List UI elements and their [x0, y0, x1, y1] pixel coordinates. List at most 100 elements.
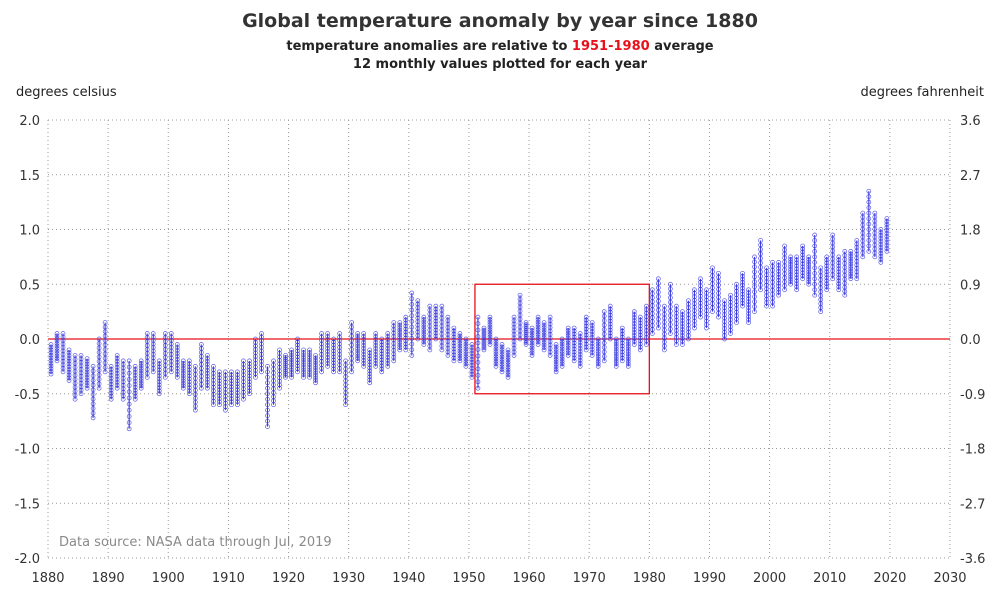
- y-right-tick-label: 3.6: [960, 114, 981, 129]
- monthly-point: [565, 325, 571, 331]
- monthly-point: [126, 414, 132, 419]
- subtitle-suffix: average: [649, 39, 714, 54]
- monthly-point: [752, 304, 757, 309]
- monthly-point: [872, 234, 878, 240]
- monthly-point: [643, 310, 649, 316]
- monthly-point: [764, 296, 769, 302]
- monthly-point: [752, 289, 757, 295]
- monthly-point: [854, 238, 860, 243]
- monthly-point: [54, 338, 60, 344]
- monthly-point: [211, 364, 216, 369]
- monthly-point: [217, 396, 222, 402]
- monthly-point: [794, 287, 800, 293]
- monthly-point: [607, 333, 613, 339]
- monthly-point: [102, 360, 108, 366]
- monthly-point: [499, 349, 505, 355]
- monthly-point: [589, 344, 595, 349]
- monthly-point: [421, 327, 427, 332]
- monthly-point: [211, 384, 216, 390]
- monthly-point: [800, 258, 806, 264]
- monthly-point: [168, 369, 174, 375]
- monthly-point: [343, 374, 349, 380]
- monthly-point: [421, 319, 427, 325]
- monthly-point: [48, 352, 54, 358]
- monthly-point: [397, 332, 403, 338]
- monthly-point: [337, 359, 342, 364]
- monthly-point: [247, 367, 252, 373]
- monthly-point: [96, 368, 102, 373]
- monthly-point: [114, 356, 120, 361]
- monthly-point: [331, 342, 336, 348]
- monthly-point: [96, 363, 102, 369]
- monthly-point: [577, 349, 583, 354]
- monthly-point: [686, 301, 691, 307]
- monthly-point: [812, 276, 818, 282]
- monthly-point: [186, 385, 192, 391]
- monthly-point: [211, 377, 216, 383]
- monthly-point: [229, 372, 234, 378]
- monthly-point: [319, 366, 324, 371]
- monthly-point: [800, 276, 806, 282]
- monthly-point: [656, 289, 661, 295]
- monthly-point: [120, 372, 126, 378]
- monthly-point: [637, 338, 643, 344]
- monthly-point: [692, 294, 697, 300]
- monthly-point: [217, 393, 222, 399]
- monthly-point: [373, 340, 379, 345]
- monthly-point: [205, 373, 210, 379]
- monthly-point: [686, 305, 691, 310]
- monthly-point: [836, 260, 842, 266]
- monthly-point: [884, 216, 890, 221]
- monthly-point: [319, 352, 324, 357]
- monthly-point: [301, 360, 306, 365]
- monthly-point: [752, 284, 757, 290]
- monthly-point: [108, 372, 114, 378]
- monthly-point: [186, 376, 192, 382]
- monthly-point: [505, 360, 511, 365]
- monthly-point: [475, 347, 481, 352]
- monthly-point: [168, 334, 174, 340]
- monthly-point: [601, 349, 607, 355]
- monthly-point: [277, 347, 282, 353]
- monthly-point: [595, 344, 601, 349]
- monthly-point: [235, 387, 240, 393]
- monthly-point: [319, 345, 324, 350]
- monthly-point: [445, 353, 451, 358]
- monthly-point: [325, 343, 330, 348]
- monthly-point: [752, 254, 757, 260]
- monthly-point: [343, 394, 349, 400]
- monthly-point: [595, 356, 601, 362]
- monthly-point: [589, 341, 595, 346]
- monthly-point: [607, 321, 613, 327]
- monthly-point: [186, 391, 192, 397]
- monthly-point: [403, 344, 409, 350]
- monthly-point: [637, 317, 643, 323]
- monthly-point: [776, 260, 781, 265]
- monthly-point: [349, 333, 355, 339]
- monthly-point: [211, 367, 216, 373]
- monthly-point: [325, 331, 330, 336]
- monthly-point: [469, 360, 475, 365]
- monthly-point: [223, 376, 228, 382]
- monthly-point: [487, 329, 493, 335]
- monthly-point: [842, 284, 848, 290]
- monthly-point: [247, 391, 252, 397]
- monthly-point: [794, 281, 800, 287]
- monthly-point: [577, 364, 583, 369]
- monthly-point: [487, 322, 493, 327]
- monthly-point: [54, 358, 60, 364]
- monthly-point: [433, 312, 439, 318]
- monthly-point: [361, 355, 367, 360]
- monthly-point: [529, 328, 535, 333]
- monthly-point: [704, 290, 709, 296]
- monthly-point: [433, 318, 439, 324]
- monthly-point: [235, 396, 240, 402]
- monthly-point: [487, 324, 493, 330]
- monthly-point: [373, 361, 379, 366]
- monthly-point: [126, 383, 132, 388]
- monthly-point: [463, 364, 469, 369]
- monthly-point: [379, 366, 385, 372]
- monthly-point: [643, 324, 649, 330]
- monthly-point: [770, 295, 775, 301]
